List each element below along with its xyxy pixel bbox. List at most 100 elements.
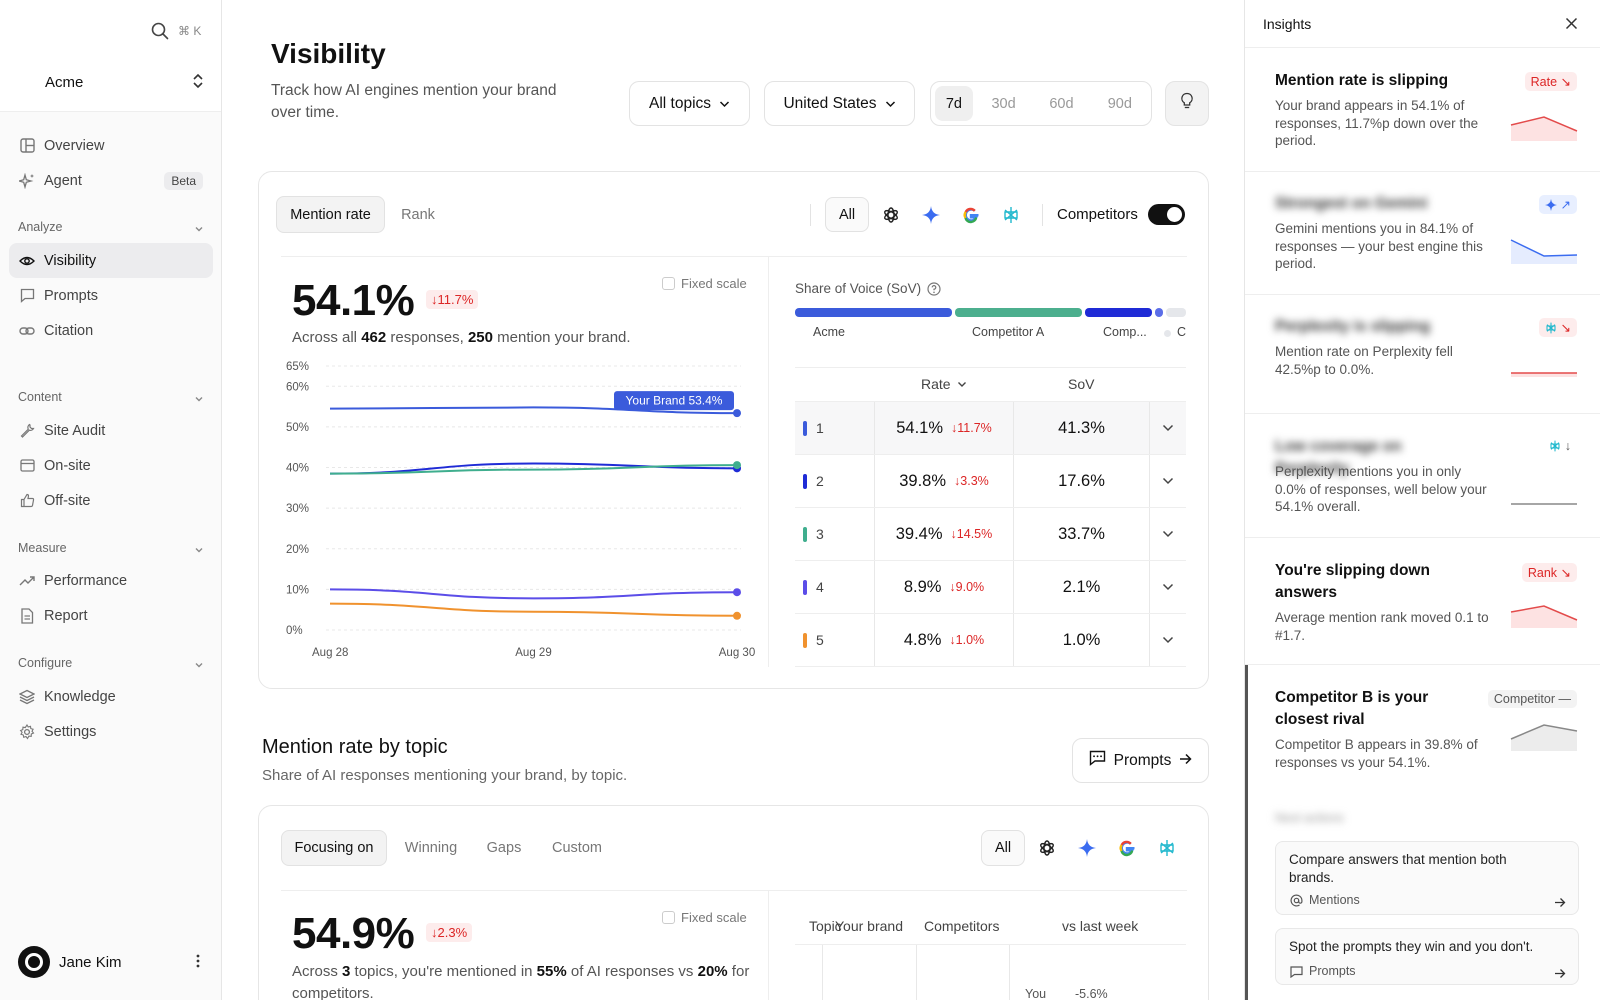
- x-tick-label: Aug 28: [312, 647, 348, 659]
- tab-mention-rate[interactable]: Mention rate: [276, 196, 385, 233]
- fixed-scale-checkbox[interactable]: [662, 277, 675, 290]
- series-endpoint[interactable]: [733, 588, 741, 597]
- search-icon[interactable]: [151, 22, 169, 40]
- more-vertical-icon[interactable]: [196, 954, 200, 971]
- chevron-down-icon: [885, 95, 896, 113]
- range-30d[interactable]: 30d: [991, 95, 1016, 112]
- y-tick-label: 30%: [286, 503, 309, 515]
- sov-cell: 41.3%: [1014, 402, 1150, 454]
- sidebar-item-site-audit[interactable]: Site Audit: [9, 413, 213, 448]
- insights-toggle-button[interactable]: [1165, 81, 1209, 126]
- engine-all[interactable]: All: [825, 197, 869, 232]
- at-sign-icon: [1290, 894, 1303, 910]
- avatar[interactable]: [18, 946, 50, 978]
- y-tick-label: 60%: [286, 381, 309, 393]
- prompts-button[interactable]: Prompts: [1072, 738, 1209, 783]
- insight-card[interactable]: Strongest on Gemini Gemini mentions you …: [1245, 172, 1600, 295]
- series-endpoint[interactable]: [733, 409, 741, 418]
- rank-number: 4: [816, 579, 824, 595]
- rank-cell: 1: [795, 402, 875, 454]
- action-compare-mentions[interactable]: Compare answers that mention both brands…: [1275, 841, 1579, 915]
- series-endpoint[interactable]: [733, 611, 741, 620]
- sov-cell: 2.1%: [1014, 561, 1150, 613]
- rank-table-row[interactable]: 1 54.1% ↓11.7% 41.3%: [795, 402, 1186, 455]
- gemini-icon[interactable]: [911, 197, 951, 233]
- chevron-down-icon: [1162, 424, 1174, 432]
- sidebar-item-off-site[interactable]: Off-site: [9, 483, 213, 518]
- y-tick-label: 65%: [286, 361, 309, 373]
- google-icon[interactable]: [951, 197, 991, 233]
- sidebar-item-settings[interactable]: Settings: [9, 714, 213, 749]
- rate-header-label: Rate: [921, 376, 951, 392]
- divider: [916, 945, 917, 1000]
- range-7d[interactable]: 7d: [935, 86, 973, 121]
- range-60d[interactable]: 60d: [1049, 95, 1074, 112]
- chevron-down-icon[interactable]: [193, 658, 205, 670]
- sidebar-item-label: On-site: [44, 457, 91, 474]
- insight-card[interactable]: Perplexity is slipping Mention rate on P…: [1245, 295, 1600, 414]
- topic-fixed-scale-checkbox[interactable]: [662, 911, 675, 924]
- rank-table-row[interactable]: 5 4.8% ↓1.0% 1.0%: [795, 614, 1186, 667]
- workspace-switcher[interactable]: Acme: [18, 66, 208, 98]
- chevron-down-icon[interactable]: [193, 222, 205, 234]
- insight-card[interactable]: You're slipping down answers Average men…: [1245, 538, 1600, 665]
- close-icon[interactable]: [1565, 17, 1578, 33]
- sidebar-item-prompts[interactable]: Prompts: [9, 278, 213, 313]
- topic-filter-dropdown[interactable]: All topics: [629, 81, 750, 126]
- sidebar: ⌘ K Acme Overview Agent Beta Analyze Vis…: [0, 0, 222, 1000]
- insight-card[interactable]: Low coverage on Perplexity Perplexity me…: [1245, 414, 1600, 538]
- google-icon[interactable]: [1107, 830, 1147, 866]
- series-endpoint[interactable]: [733, 461, 741, 470]
- sidebar-item-citation[interactable]: Citation: [9, 313, 213, 348]
- insight-card-active[interactable]: Competitor B is your closest rival Compe…: [1245, 665, 1600, 1000]
- rank-table-row[interactable]: 2 39.8% ↓3.3% 17.6%: [795, 455, 1186, 508]
- sidebar-item-on-site[interactable]: On-site: [9, 448, 213, 483]
- divider: [822, 945, 823, 1000]
- sov-column-header: SoV: [1068, 376, 1095, 392]
- competitors-label: Competitors: [1057, 206, 1138, 223]
- expand-row-button[interactable]: [1150, 424, 1186, 432]
- tab-focusing-on[interactable]: Focusing on: [281, 830, 387, 866]
- chevron-down-icon[interactable]: [193, 543, 205, 555]
- chatgpt-icon[interactable]: [1027, 830, 1067, 866]
- chatgpt-icon[interactable]: [871, 197, 911, 233]
- tab-winning[interactable]: Winning: [404, 840, 458, 856]
- sidebar-item-visibility[interactable]: Visibility: [9, 243, 213, 278]
- action-spot-prompts[interactable]: Spot the prompts they win and you don't.…: [1275, 928, 1579, 985]
- perplexity-icon[interactable]: [991, 197, 1031, 233]
- tab-gaps[interactable]: Gaps: [486, 840, 522, 856]
- date-range-selector[interactable]: 7d 30d 60d 90d: [930, 81, 1152, 126]
- insight-body: Your brand appears in 54.1% of responses…: [1275, 98, 1479, 148]
- sidebar-item-performance[interactable]: Performance: [9, 563, 213, 598]
- insight-card[interactable]: Mention rate is slipping Your brand appe…: [1245, 49, 1600, 172]
- competitors-toggle[interactable]: [1148, 204, 1185, 225]
- expand-row-button[interactable]: [1150, 583, 1186, 591]
- range-90d[interactable]: 90d: [1107, 95, 1132, 112]
- chevron-down-icon: [1162, 636, 1174, 644]
- sidebar-item-knowledge[interactable]: Knowledge: [9, 679, 213, 714]
- rank-table-row[interactable]: 3 39.4% ↓14.5% 33.7%: [795, 508, 1186, 561]
- sov-value: 41.3%: [1058, 418, 1105, 437]
- action-text: Compare answers that mention both brands…: [1289, 852, 1507, 885]
- topic-engine-all[interactable]: All: [981, 830, 1025, 866]
- divider: [795, 367, 1186, 368]
- sidebar-item-report[interactable]: Report: [9, 598, 213, 633]
- help-circle-icon[interactable]: [927, 282, 941, 299]
- sidebar-item-overview[interactable]: Overview: [9, 128, 213, 163]
- rate-column-header[interactable]: Rate: [921, 376, 967, 392]
- country-filter-dropdown[interactable]: United States: [764, 81, 915, 126]
- gemini-icon[interactable]: [1067, 830, 1107, 866]
- insight-sparkline: [1510, 116, 1578, 141]
- sidebar-item-agent[interactable]: Agent Beta: [9, 163, 213, 198]
- perplexity-icon[interactable]: [1147, 830, 1187, 866]
- chevron-down-icon[interactable]: [193, 392, 205, 404]
- rank-table-row[interactable]: 4 8.9% ↓9.0% 2.1%: [795, 561, 1186, 614]
- expand-row-button[interactable]: [1150, 477, 1186, 485]
- insight-body: Mention rate on Perplexity fell 42.5%p t…: [1275, 344, 1453, 377]
- active-card-indicator: [1245, 665, 1248, 1000]
- tab-custom[interactable]: Custom: [552, 840, 602, 856]
- tab-rank[interactable]: Rank: [401, 206, 435, 223]
- expand-row-button[interactable]: [1150, 636, 1186, 644]
- rate-value: 8.9%: [903, 577, 942, 596]
- expand-row-button[interactable]: [1150, 530, 1186, 538]
